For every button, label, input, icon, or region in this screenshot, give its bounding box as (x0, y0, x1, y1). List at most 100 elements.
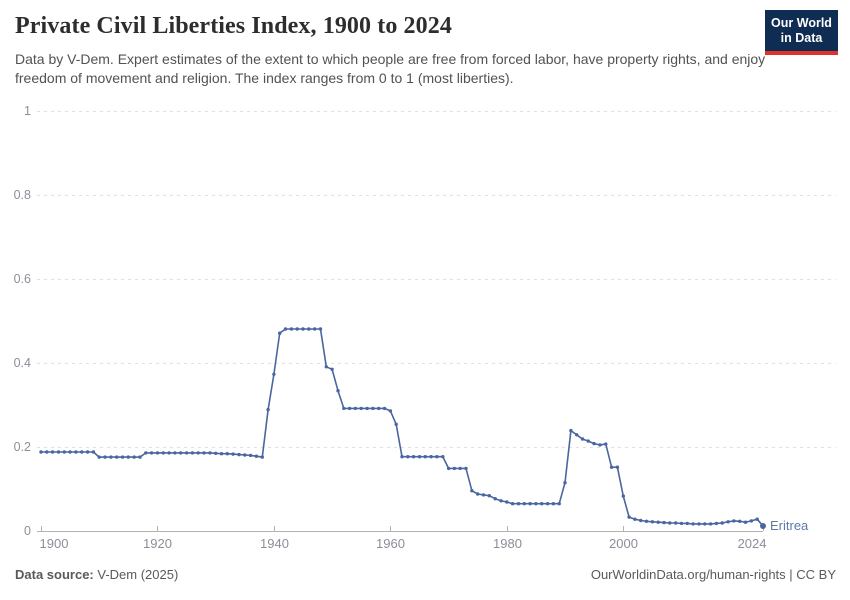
data-point (429, 455, 433, 459)
x-tick-label: 2024 (738, 536, 767, 551)
data-point (458, 466, 462, 471)
data-point (50, 450, 55, 454)
data-point (679, 521, 684, 526)
data-point (743, 520, 748, 524)
data-point (394, 422, 398, 426)
data-point (74, 450, 78, 454)
data-point (80, 450, 84, 454)
data-point (109, 455, 113, 459)
data-point (68, 450, 72, 454)
data-point (662, 520, 666, 525)
data-point (190, 451, 195, 455)
data-point (604, 442, 608, 446)
y-tick-label: 0.4 (14, 356, 31, 370)
data-point (173, 451, 177, 455)
x-tick-label: 1920 (143, 536, 172, 551)
data-point (476, 492, 480, 496)
data-point (528, 502, 532, 506)
data-point (347, 406, 352, 411)
data-point (248, 453, 253, 458)
data-point (138, 455, 142, 459)
data-point (313, 327, 317, 331)
data-point (260, 455, 264, 459)
data-point (493, 497, 497, 501)
data-point (237, 452, 241, 457)
data-point (353, 406, 358, 411)
data-point (668, 521, 672, 525)
data-point (301, 327, 305, 331)
data-point (371, 406, 375, 411)
data-point (254, 454, 259, 458)
y-tick-label: 0.2 (14, 440, 31, 454)
data-point (586, 439, 590, 443)
data-point (423, 455, 427, 459)
data-point (283, 327, 288, 331)
data-point (557, 502, 561, 506)
data-point (505, 500, 509, 504)
data-point (697, 522, 701, 526)
data-point (155, 451, 160, 455)
page-title: Private Civil Liberties Index, 1900 to 2… (15, 13, 452, 39)
y-axis-labels: 0 0.2 0.4 0.6 0.8 1 (14, 104, 31, 538)
data-point (644, 519, 649, 523)
data-point (516, 502, 521, 506)
data-point (91, 450, 96, 454)
data-line[interactable] (40, 328, 764, 527)
data-point (621, 494, 625, 498)
data-point (161, 451, 165, 455)
data-point (563, 481, 567, 485)
data-points (39, 327, 765, 528)
data-point (45, 450, 49, 454)
data-point (85, 450, 90, 454)
data-point (580, 437, 585, 441)
data-point (656, 520, 660, 524)
data-point (470, 489, 474, 493)
data-point (441, 455, 445, 459)
logo-line-2: in Data (780, 31, 823, 45)
data-point (417, 455, 422, 459)
data-point (330, 367, 334, 371)
footer-link[interactable]: OurWorldinData.org/human-rights | CC BY (590, 567, 836, 582)
y-tick-label: 0.8 (14, 188, 31, 202)
data-point (738, 519, 742, 523)
data-point (598, 443, 602, 447)
data-point (726, 520, 730, 524)
data-point (120, 455, 125, 459)
data-point (295, 327, 299, 331)
data-point (708, 522, 713, 526)
data-point (62, 450, 66, 454)
x-tick-label: 1960 (376, 536, 405, 551)
series-label[interactable]: Eritrea (770, 518, 809, 533)
data-point (126, 455, 130, 459)
data-point (703, 522, 707, 526)
chart-footer: Data source: V-Dem (2025) OurWorldinData… (15, 567, 836, 582)
owid-logo: Our World in Data (765, 10, 838, 55)
x-tick-label: 2000 (609, 536, 638, 551)
x-axis-ticks (41, 526, 764, 531)
x-tick-label: 1980 (493, 536, 522, 551)
data-point (272, 372, 276, 376)
data-point (202, 451, 206, 455)
data-point (179, 451, 183, 455)
data-point (359, 406, 363, 411)
data-point (592, 441, 596, 446)
data-point (609, 465, 614, 469)
data-point (266, 407, 270, 412)
data-point (278, 331, 282, 335)
logo-line-1: Our World (771, 16, 832, 30)
data-point (318, 327, 323, 331)
data-point (307, 327, 311, 331)
data-point (342, 406, 346, 411)
chart-subtitle: Data by V-Dem. Expert estimates of the e… (15, 51, 766, 86)
data-point (219, 452, 224, 456)
data-point (435, 455, 439, 459)
data-point (481, 493, 486, 497)
data-point (464, 466, 468, 471)
data-point (522, 502, 526, 506)
data-point (499, 499, 503, 503)
data-point (691, 522, 695, 526)
data-point (575, 433, 579, 437)
data-point (452, 466, 457, 471)
data-point (749, 519, 754, 523)
line-chart[interactable]: 0 0.2 0.4 0.6 0.8 1 1900 1920 1940 1960 1980 2000 20… (0, 90, 850, 562)
